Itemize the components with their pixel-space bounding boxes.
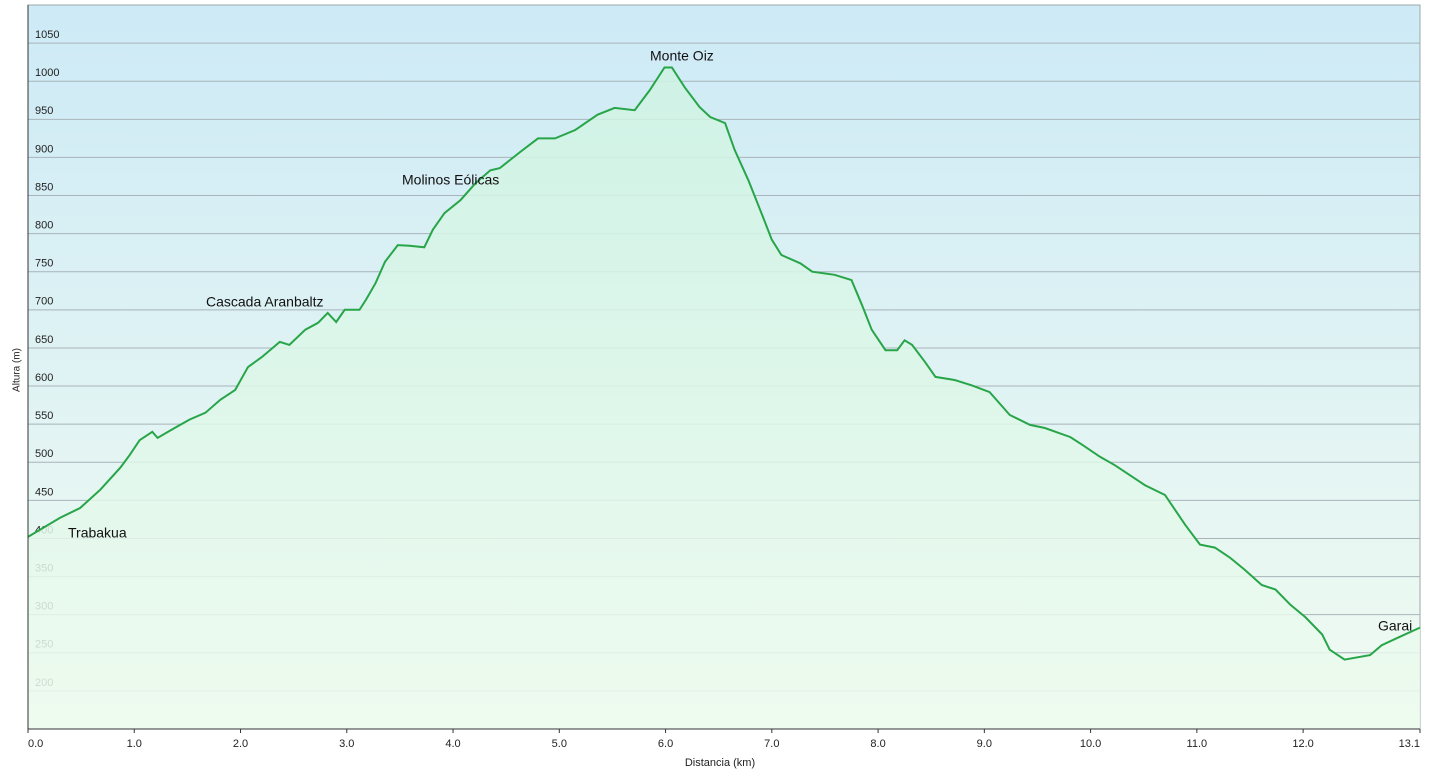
x-axis-label: Distancia (km) bbox=[685, 757, 755, 769]
y-axis-label: Altura (m) bbox=[12, 348, 23, 392]
elevation-line bbox=[27, 66, 1421, 661]
y-tick-label: 500 bbox=[35, 448, 53, 460]
annotation: Molinos Eólicas bbox=[402, 172, 499, 188]
y-tick-label: 700 bbox=[35, 296, 53, 308]
x-tick-label: 1.0 bbox=[127, 738, 142, 750]
y-tick-label: 550 bbox=[35, 410, 53, 422]
y-tick-label: 1050 bbox=[35, 29, 59, 41]
annotation: Monte Oiz bbox=[650, 48, 714, 64]
x-tick-label: 11.0 bbox=[1187, 738, 1208, 750]
y-tick-label: 650 bbox=[35, 334, 53, 346]
y-tick-label: 950 bbox=[35, 105, 53, 117]
x-tick-label: 2.0 bbox=[233, 738, 248, 750]
x-tick-label: 3.0 bbox=[339, 738, 354, 750]
annotation: Cascada Aranbaltz bbox=[206, 294, 324, 310]
area-fill bbox=[28, 67, 1420, 729]
y-tick-label: 750 bbox=[35, 258, 53, 270]
y-tick-label: 600 bbox=[35, 372, 53, 384]
x-tick-label: 9.0 bbox=[977, 738, 992, 750]
x-tick-label: 10.0 bbox=[1080, 738, 1101, 750]
annotation: Trabakua bbox=[68, 525, 127, 541]
x-tick-label: 12.0 bbox=[1292, 738, 1313, 750]
x-tick-label: 5.0 bbox=[552, 738, 567, 750]
y-tick-label: 450 bbox=[35, 486, 53, 498]
x-tick-label: 8.0 bbox=[870, 738, 885, 750]
x-tick-label: 4.0 bbox=[445, 738, 460, 750]
y-tick-label: 800 bbox=[35, 220, 53, 232]
annotation: Garai bbox=[1378, 618, 1412, 634]
y-tick-label: 900 bbox=[35, 143, 53, 155]
y-tick-label: 1000 bbox=[35, 67, 59, 79]
x-tick-label: 6.0 bbox=[658, 738, 673, 750]
x-tick-label: 7.0 bbox=[764, 738, 779, 750]
x-tick-label: 0.0 bbox=[28, 738, 43, 750]
y-tick-label: 850 bbox=[35, 181, 53, 193]
x-tick-label: 13.1 bbox=[1399, 738, 1420, 750]
